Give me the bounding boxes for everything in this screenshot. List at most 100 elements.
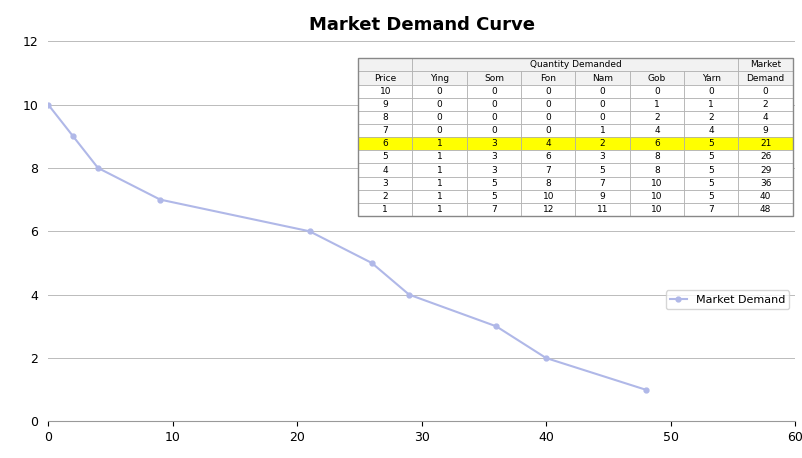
- FancyBboxPatch shape: [738, 164, 792, 177]
- FancyBboxPatch shape: [412, 71, 466, 85]
- FancyBboxPatch shape: [629, 124, 683, 137]
- Text: Som: Som: [484, 74, 504, 82]
- FancyBboxPatch shape: [738, 58, 792, 71]
- Text: 0: 0: [436, 100, 442, 109]
- Text: 0: 0: [653, 87, 659, 96]
- Market Demand: [93, 165, 103, 171]
- FancyBboxPatch shape: [683, 190, 738, 203]
- FancyBboxPatch shape: [629, 177, 683, 190]
- FancyBboxPatch shape: [520, 111, 575, 124]
- Text: 12: 12: [542, 205, 553, 214]
- Text: 0: 0: [436, 126, 442, 135]
- Text: 0: 0: [491, 113, 496, 122]
- Text: 29: 29: [759, 166, 770, 174]
- FancyBboxPatch shape: [358, 190, 412, 203]
- Text: 4: 4: [654, 126, 659, 135]
- Text: 1: 1: [653, 100, 659, 109]
- Title: Market Demand Curve: Market Demand Curve: [308, 16, 534, 34]
- FancyBboxPatch shape: [412, 137, 466, 150]
- Text: 10: 10: [650, 205, 662, 214]
- FancyBboxPatch shape: [358, 98, 412, 111]
- Text: Ying: Ying: [430, 74, 448, 82]
- Text: 5: 5: [707, 166, 713, 174]
- FancyBboxPatch shape: [358, 150, 412, 164]
- Text: 2: 2: [654, 113, 659, 122]
- Text: 5: 5: [707, 192, 713, 201]
- Text: 3: 3: [599, 153, 605, 161]
- Text: 1: 1: [436, 205, 442, 214]
- FancyBboxPatch shape: [412, 177, 466, 190]
- FancyBboxPatch shape: [358, 124, 412, 137]
- FancyBboxPatch shape: [466, 164, 520, 177]
- Text: 0: 0: [707, 87, 713, 96]
- Text: 2: 2: [382, 192, 387, 201]
- Text: Quantity Demanded: Quantity Demanded: [529, 60, 621, 70]
- Text: 9: 9: [762, 126, 768, 135]
- Text: 10: 10: [650, 179, 662, 188]
- FancyBboxPatch shape: [520, 137, 575, 150]
- Text: 1: 1: [707, 100, 713, 109]
- FancyBboxPatch shape: [358, 111, 412, 124]
- Text: 0: 0: [491, 126, 496, 135]
- Text: 3: 3: [382, 179, 387, 188]
- FancyBboxPatch shape: [629, 203, 683, 216]
- Bar: [358, 58, 792, 216]
- Market Demand: [43, 102, 53, 107]
- Market Demand: [491, 324, 500, 329]
- Text: 0: 0: [545, 126, 550, 135]
- Text: 8: 8: [653, 166, 659, 174]
- Text: 1: 1: [436, 192, 442, 201]
- Text: 2: 2: [707, 113, 713, 122]
- FancyBboxPatch shape: [575, 203, 629, 216]
- Text: 11: 11: [596, 205, 608, 214]
- Text: 4: 4: [545, 139, 550, 148]
- Text: 5: 5: [599, 166, 605, 174]
- FancyBboxPatch shape: [358, 85, 412, 98]
- FancyBboxPatch shape: [738, 124, 792, 137]
- Text: 3: 3: [491, 153, 496, 161]
- Text: 0: 0: [599, 87, 605, 96]
- FancyBboxPatch shape: [683, 71, 738, 85]
- FancyBboxPatch shape: [575, 98, 629, 111]
- FancyBboxPatch shape: [520, 164, 575, 177]
- FancyBboxPatch shape: [575, 190, 629, 203]
- FancyBboxPatch shape: [629, 137, 683, 150]
- Text: 0: 0: [599, 100, 605, 109]
- FancyBboxPatch shape: [629, 111, 683, 124]
- FancyBboxPatch shape: [358, 203, 412, 216]
- FancyBboxPatch shape: [575, 71, 629, 85]
- Text: 3: 3: [491, 139, 496, 148]
- FancyBboxPatch shape: [683, 124, 738, 137]
- FancyBboxPatch shape: [575, 137, 629, 150]
- FancyBboxPatch shape: [358, 164, 412, 177]
- Text: 2: 2: [762, 100, 768, 109]
- FancyBboxPatch shape: [466, 190, 520, 203]
- Text: 5: 5: [491, 179, 496, 188]
- Text: 36: 36: [759, 179, 771, 188]
- FancyBboxPatch shape: [520, 71, 575, 85]
- Market Demand: [367, 260, 376, 266]
- FancyBboxPatch shape: [683, 85, 738, 98]
- Text: 1: 1: [599, 126, 605, 135]
- FancyBboxPatch shape: [412, 85, 466, 98]
- FancyBboxPatch shape: [412, 164, 466, 177]
- FancyBboxPatch shape: [520, 150, 575, 164]
- Text: 10: 10: [650, 192, 662, 201]
- FancyBboxPatch shape: [466, 203, 520, 216]
- FancyBboxPatch shape: [412, 98, 466, 111]
- Text: 4: 4: [762, 113, 768, 122]
- FancyBboxPatch shape: [466, 98, 520, 111]
- FancyBboxPatch shape: [738, 203, 792, 216]
- FancyBboxPatch shape: [466, 124, 520, 137]
- FancyBboxPatch shape: [575, 111, 629, 124]
- Text: Market: Market: [749, 60, 780, 70]
- Text: 7: 7: [491, 205, 496, 214]
- Text: 8: 8: [653, 153, 659, 161]
- FancyBboxPatch shape: [629, 71, 683, 85]
- Text: 5: 5: [491, 192, 496, 201]
- FancyBboxPatch shape: [575, 124, 629, 137]
- FancyBboxPatch shape: [466, 85, 520, 98]
- Text: 0: 0: [436, 113, 442, 122]
- FancyBboxPatch shape: [466, 137, 520, 150]
- Text: Nam: Nam: [591, 74, 612, 82]
